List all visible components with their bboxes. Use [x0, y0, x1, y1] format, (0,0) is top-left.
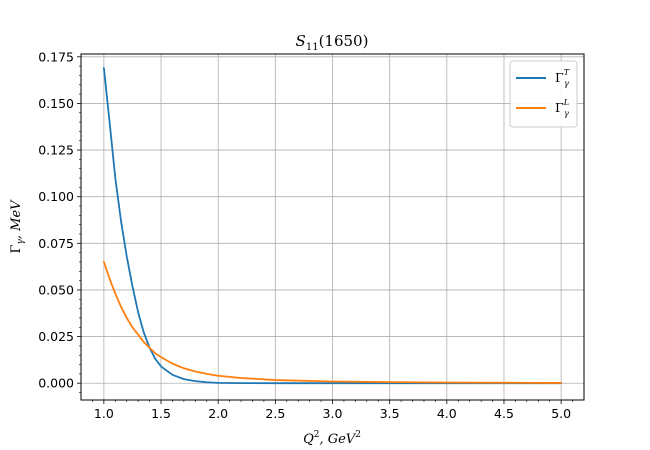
x-tick-label: 2.5	[265, 406, 285, 421]
legend-label-gamma-l-sup: L	[563, 98, 569, 107]
tick-layer: 1.0 1.5 2.0 2.5 3.0 3.5 4.0 4.5 5.0 0.000 0.025 0.0…	[38, 49, 573, 421]
series-layer	[102, 67, 563, 385]
y-tick-label: 0.175	[38, 49, 74, 64]
x-tick-label: 5.0	[551, 406, 571, 421]
x-tick-label: 4.5	[494, 406, 514, 421]
y-tick-label: 0.025	[38, 329, 74, 344]
y-tick-label: 0.000	[38, 376, 74, 391]
x-tick-label: 3.0	[323, 406, 343, 421]
chart-title-main: S	[296, 32, 306, 50]
y-axis-label-tail: , MeV	[9, 199, 24, 239]
legend-label-gamma-l: ΓL γ	[555, 98, 569, 118]
y-tick-label: 0.150	[38, 96, 74, 111]
x-axis-label-sup: 2	[314, 430, 320, 440]
chart-title-subscript: 11	[306, 42, 319, 53]
legend-label-gamma-t: ΓT γ	[555, 68, 570, 88]
y-tick-label: 0.100	[38, 189, 74, 204]
series-line-gamma-t	[102, 67, 563, 385]
y-tick-label: 0.050	[38, 282, 74, 297]
legend: ΓT γ ΓL γ	[509, 60, 578, 128]
legend-label-gamma-t-base: Γ	[555, 70, 564, 85]
x-axis-label-base: Q	[303, 432, 314, 447]
chart-title: S11(1650)	[296, 32, 369, 53]
chart-title-tail: (1650)	[319, 32, 369, 50]
y-tick-label: 0.125	[38, 143, 74, 158]
legend-label-gamma-l-sub: γ	[564, 109, 569, 118]
x-tick-label: 2.0	[208, 406, 228, 421]
legend-label-gamma-t-sup: T	[564, 68, 570, 77]
x-axis-label-mid: , GeV	[319, 432, 356, 447]
x-axis-label-sup2: 2	[355, 430, 361, 440]
y-axis-label-pre: Γ	[9, 245, 24, 254]
grid-layer	[81, 54, 584, 400]
x-tick-label: 1.0	[94, 406, 114, 421]
x-tick-label: 4.0	[437, 406, 457, 421]
x-tick-label: 3.5	[380, 406, 400, 421]
y-tick-label: 0.075	[38, 236, 74, 251]
series-line-gamma-l	[102, 261, 563, 384]
legend-label-gamma-l-base: Γ	[555, 100, 564, 115]
y-axis-label: Γγ, MeV	[9, 199, 26, 254]
y-axis-label-sub: γ	[16, 239, 26, 245]
x-tick-label: 1.5	[151, 406, 171, 421]
x-axis-label: Q2, GeV2	[303, 430, 361, 447]
legend-label-gamma-t-sub: γ	[564, 79, 569, 88]
